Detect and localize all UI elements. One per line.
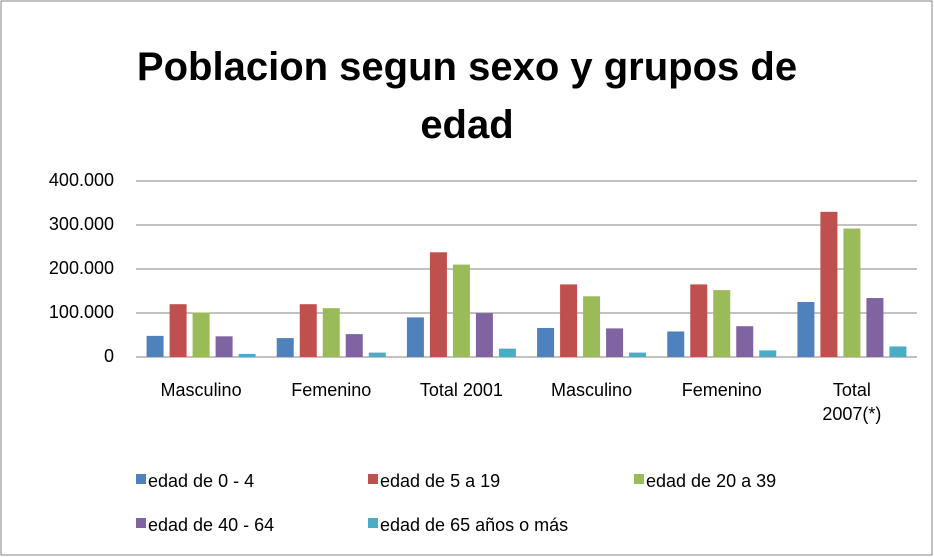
bar: [736, 326, 754, 357]
bar: [192, 312, 210, 357]
y-tick-label: 200.000: [49, 258, 114, 278]
legend-swatch: [368, 518, 378, 528]
chart-title: Poblacion segun sexo y grupos de edad: [136, 45, 798, 147]
bar: [667, 331, 685, 357]
bar: [629, 352, 647, 357]
bar: [238, 353, 256, 357]
bar: [866, 298, 884, 357]
legend-label: edad de 65 años o más: [380, 515, 568, 535]
bar: [498, 348, 516, 357]
legend-label: edad de 5 a 19: [380, 471, 500, 491]
bar: [583, 296, 601, 357]
x-tick-label: Total 2001: [419, 380, 503, 400]
bar: [759, 350, 777, 357]
bar: [690, 284, 708, 357]
bar: [146, 335, 164, 357]
y-tick-label: 0: [104, 346, 114, 366]
bar: [299, 304, 317, 357]
bar: [797, 302, 815, 357]
bar: [820, 211, 838, 357]
legend-label: edad de 20 a 39: [646, 471, 776, 491]
bar: [713, 290, 731, 357]
bar: [889, 346, 907, 357]
legend-swatch: [368, 474, 378, 484]
bar: [475, 313, 493, 357]
bar: [345, 334, 363, 357]
bar: [537, 327, 555, 357]
bar: [322, 308, 340, 357]
y-tick-label: 400.000: [49, 170, 114, 190]
x-tick-label: Total 2007(*): [822, 380, 882, 424]
bar: [606, 328, 624, 357]
x-tick-label: Femenino: [291, 380, 372, 400]
bar: [429, 252, 447, 357]
legend-swatch: [136, 474, 146, 484]
bar: [406, 317, 424, 357]
y-tick-label: 100.000: [49, 302, 114, 322]
bar: [560, 284, 578, 357]
x-tick-label: Masculino: [160, 380, 242, 400]
bar: [368, 352, 386, 357]
bar: [215, 336, 233, 357]
x-tick-label: Femenino: [681, 380, 762, 400]
legend-swatch: [136, 518, 146, 528]
bar: [169, 304, 187, 357]
bar: [276, 338, 294, 357]
legend-label: edad de 0 - 4: [148, 471, 254, 491]
x-tick-label: Masculino: [551, 380, 633, 400]
bar: [452, 264, 470, 357]
legend-label: edad de 40 - 64: [148, 515, 274, 535]
y-tick-label: 300.000: [49, 214, 114, 234]
bar: [843, 228, 861, 357]
legend-swatch: [634, 474, 644, 484]
